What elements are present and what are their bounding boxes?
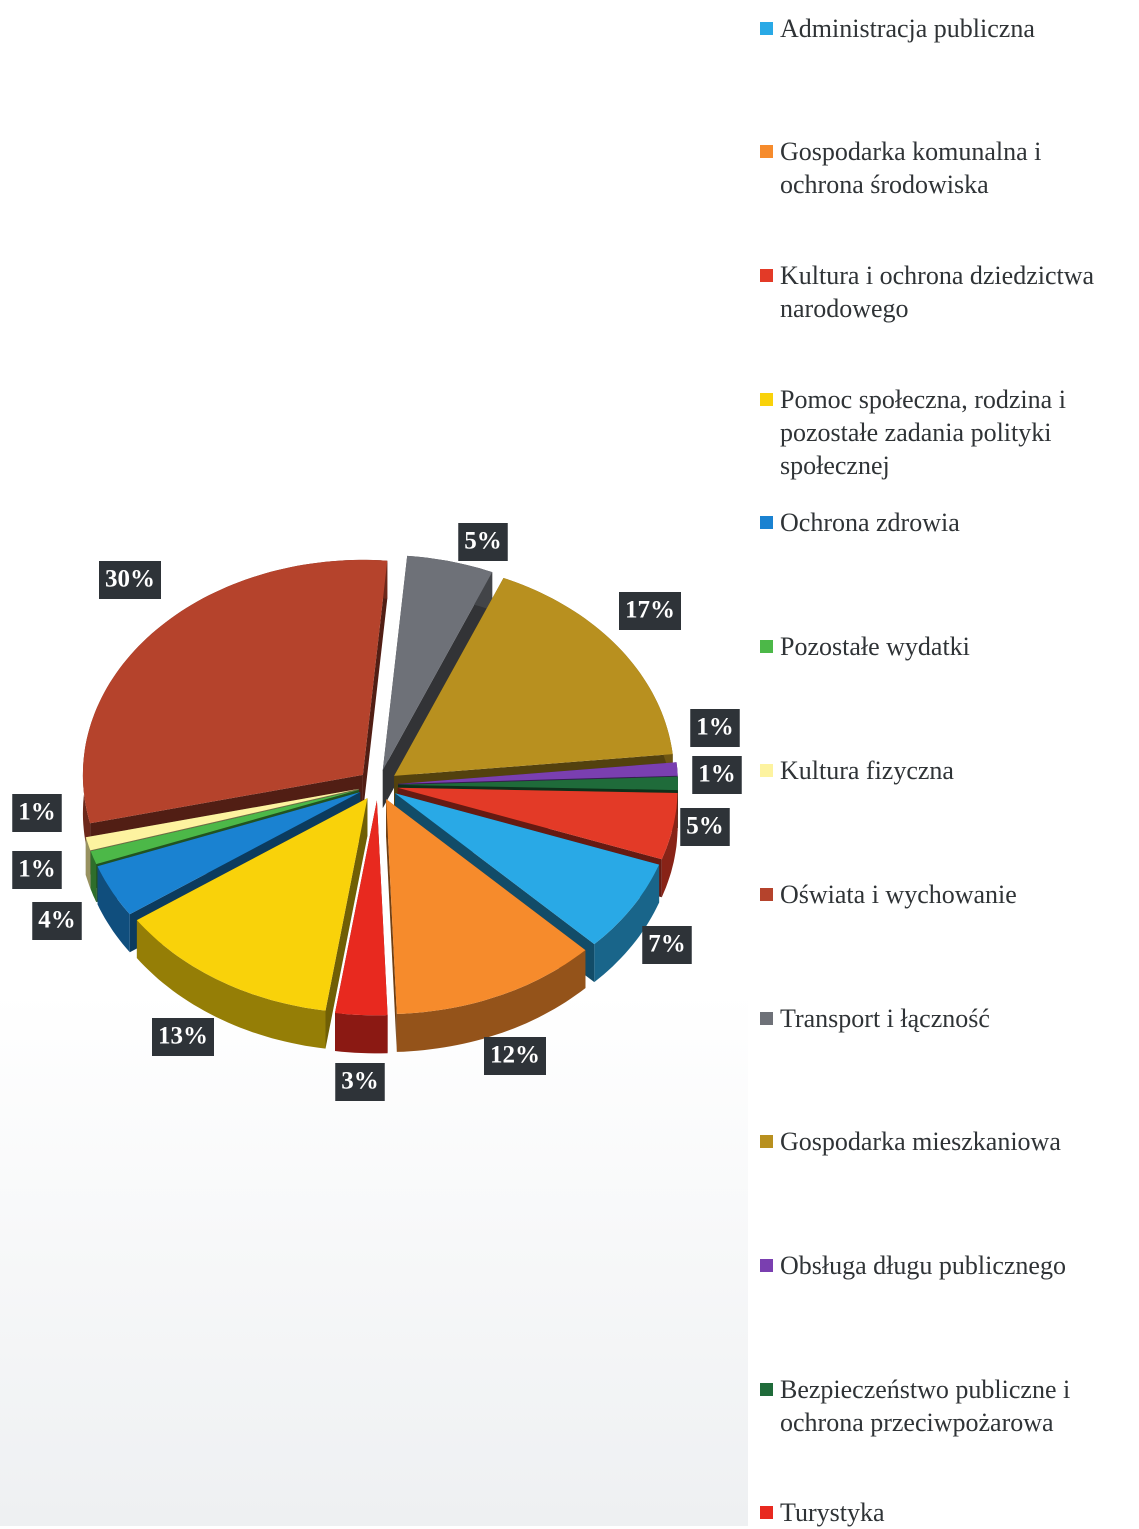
- data-label: 5%: [458, 523, 508, 561]
- legend-swatch: [760, 640, 773, 653]
- data-label: 1%: [12, 794, 62, 832]
- data-label: 4%: [32, 902, 82, 940]
- legend-item: Bezpieczeństwo publiczne i ochrona przec…: [760, 1373, 1130, 1439]
- legend-label: Pomoc społeczna, rodzina i pozostałe zad…: [780, 383, 1130, 482]
- data-label-text: 1%: [18, 799, 56, 826]
- legend-label: Oświata i wychowanie: [780, 878, 1130, 911]
- legend-swatch: [760, 764, 773, 777]
- data-label: 5%: [680, 808, 730, 846]
- data-label-text: 5%: [464, 528, 502, 555]
- legend-label: Ochrona zdrowia: [780, 506, 1130, 539]
- data-label-text: 1%: [696, 714, 734, 741]
- legend-item: Pozostałe wydatki: [760, 630, 1130, 663]
- legend-swatch: [760, 145, 773, 158]
- slice-side: [335, 1013, 388, 1053]
- legend-item: Kultura i ochrona dziedzictwa narodowego: [760, 259, 1130, 325]
- legend-item: Transport i łączność: [760, 1002, 1130, 1035]
- chart: 7% 12% 5% 13% 4% 1% 1% 30% 5% 17% 1% 1% 3%: [0, 0, 750, 1526]
- legend-label: Transport i łączność: [780, 1002, 1130, 1035]
- legend-label: Kultura i ochrona dziedzictwa narodowego: [780, 259, 1130, 325]
- legend-swatch: [760, 269, 773, 282]
- data-label-text: 4%: [38, 907, 76, 934]
- legend-swatch: [760, 1135, 773, 1148]
- data-label: 13%: [152, 1018, 214, 1056]
- legend-label: Gospodarka komunalna i ochrona środowisk…: [780, 135, 1130, 201]
- legend-item: Kultura fizyczna: [760, 754, 1130, 787]
- legend-swatch: [760, 22, 773, 35]
- legend-label: Obsługa długu publicznego: [780, 1249, 1130, 1282]
- legend-item: Ochrona zdrowia: [760, 506, 1130, 539]
- legend-item: Gospodarka mieszkaniowa: [760, 1125, 1130, 1158]
- legend-swatch: [760, 393, 773, 406]
- legend-label: Kultura fizyczna: [780, 754, 1130, 787]
- legend-swatch: [760, 1012, 773, 1025]
- data-label: 1%: [12, 851, 62, 889]
- data-label-text: 30%: [105, 566, 155, 593]
- data-label: 1%: [690, 709, 740, 747]
- data-label-text: 3%: [341, 1068, 379, 1095]
- data-label: 7%: [642, 926, 692, 964]
- legend-item: Gospodarka komunalna i ochrona środowisk…: [760, 135, 1130, 201]
- legend-item: Oświata i wychowanie: [760, 878, 1130, 911]
- data-label-text: 17%: [625, 597, 675, 624]
- data-label-text: 1%: [698, 761, 736, 788]
- legend-swatch: [760, 516, 773, 529]
- data-label-text: 1%: [18, 856, 56, 883]
- data-label: 30%: [99, 561, 161, 599]
- legend-swatch: [760, 888, 773, 901]
- data-label-text: 7%: [648, 931, 686, 958]
- data-label-text: 5%: [686, 813, 724, 840]
- data-label-text: 13%: [158, 1023, 208, 1050]
- legend-swatch: [760, 1383, 773, 1396]
- legend-item: Administracja publiczna: [760, 12, 1130, 45]
- data-label: 3%: [335, 1063, 385, 1101]
- data-label-text: 12%: [490, 1042, 540, 1069]
- legend-label: Gospodarka mieszkaniowa: [780, 1125, 1130, 1158]
- legend-item: Turystyka: [760, 1496, 1130, 1529]
- legend-swatch: [760, 1506, 773, 1519]
- legend-label: Pozostałe wydatki: [780, 630, 1130, 663]
- legend-item: Pomoc społeczna, rodzina i pozostałe zad…: [760, 383, 1130, 482]
- data-label: 12%: [484, 1037, 546, 1075]
- legend-swatch: [760, 1259, 773, 1272]
- data-label: 17%: [619, 592, 681, 630]
- legend-item: Obsługa długu publicznego: [760, 1249, 1130, 1282]
- data-label: 1%: [692, 756, 742, 794]
- legend-label: Turystyka: [780, 1496, 1130, 1529]
- legend-label: Bezpieczeństwo publiczne i ochrona przec…: [780, 1373, 1130, 1439]
- legend-label: Administracja publiczna: [780, 12, 1130, 45]
